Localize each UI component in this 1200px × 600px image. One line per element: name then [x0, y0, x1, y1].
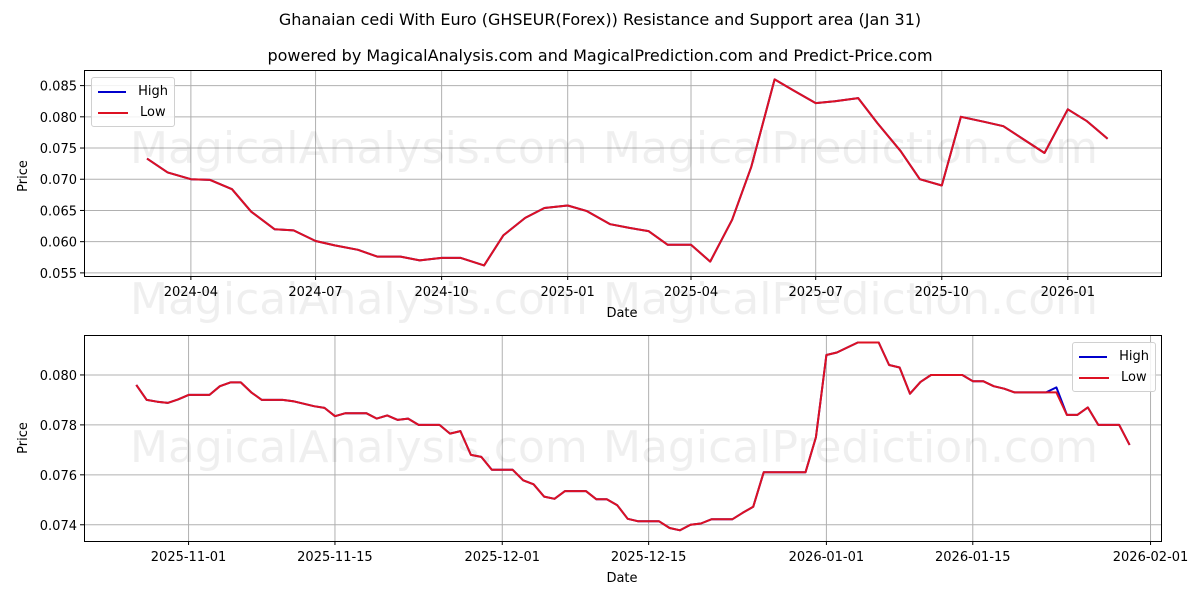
legend-swatch-low — [1079, 376, 1109, 379]
y-tick-label: 0.060 — [40, 236, 77, 251]
watermark-analysis: MagicalAnalysis.com — [130, 123, 588, 174]
legend-swatch-high — [1079, 355, 1108, 358]
watermark-analysis-2: MagicalAnalysis.com — [130, 274, 588, 325]
bottom-xlabel: Date — [606, 571, 637, 586]
chart-subtitle: powered by MagicalAnalysis.com and Magic… — [267, 46, 933, 65]
watermark-prediction: MagicalPrediction.com — [603, 123, 1098, 174]
watermark-prediction-3: MagicalPrediction.com — [603, 422, 1098, 473]
x-tick-label: 2025-07 — [789, 285, 843, 300]
legend-label-low: Low — [140, 105, 166, 120]
x-tick-label: 2025-11-15 — [297, 550, 373, 565]
legend-swatch-low — [98, 111, 128, 114]
legend-item-high: High — [98, 81, 168, 102]
y-tick-label: 0.070 — [40, 173, 77, 188]
y-tick-label: 0.055 — [40, 267, 77, 282]
top-axes-frame — [84, 70, 1162, 277]
y-tick-label: 0.074 — [40, 519, 77, 534]
bottom-legend: High Low — [1072, 342, 1156, 392]
top-ticks: 0.055 0.060 0.065 0.070 0.075 0.080 0.085 2024-… — [40, 80, 1095, 300]
x-tick-label: 2024-10 — [414, 285, 468, 300]
legend-label-high: High — [138, 84, 168, 99]
y-tick-label: 0.076 — [40, 469, 77, 484]
bottom-ticks: 0.074 0.076 0.078 0.080 2025-11-01 2025-11-15… — [40, 369, 1189, 565]
top-series — [146, 78, 1109, 267]
bottom-axes-frame — [84, 335, 1162, 542]
y-tick-label: 0.080 — [40, 111, 77, 126]
x-tick-label: 2025-11-01 — [151, 550, 227, 565]
x-tick-label: 2025-01 — [541, 285, 595, 300]
x-tick-label: 2026-01 — [1041, 285, 1095, 300]
y-tick-label: 0.075 — [40, 142, 77, 157]
watermark-analysis-3: MagicalAnalysis.com — [130, 422, 588, 473]
y-tick-label: 0.065 — [40, 204, 77, 219]
x-tick-label: 2024-07 — [288, 285, 342, 300]
legend-label-high: High — [1119, 349, 1149, 364]
chart-title: Ghanaian cedi With Euro (GHSEUR(Forex)) … — [278, 10, 922, 29]
x-tick-label: 2025-10 — [915, 285, 969, 300]
x-tick-label: 2026-01-01 — [789, 550, 865, 565]
x-tick-label: 2026-01-15 — [935, 550, 1011, 565]
bottom-panel: MagicalAnalysis.com MagicalPrediction.co… — [16, 335, 1188, 586]
legend-swatch-high — [98, 90, 127, 93]
bottom-ylabel: Price — [16, 422, 31, 454]
bottom-series — [135, 341, 1131, 532]
legend-item-low: Low — [1079, 367, 1149, 388]
y-tick-label: 0.080 — [40, 369, 77, 384]
top-xlabel: Date — [606, 306, 637, 321]
legend-item-high: High — [1079, 346, 1149, 367]
top-grid — [84, 70, 1161, 276]
x-tick-label: 2026-02-01 — [1113, 550, 1189, 565]
bottom-grid — [84, 335, 1161, 541]
y-tick-label: 0.078 — [40, 419, 77, 434]
top-panel: MagicalAnalysis.com MagicalPrediction.co… — [16, 70, 1162, 325]
legend-label-low: Low — [1121, 370, 1147, 385]
top-ylabel: Price — [16, 160, 31, 192]
series-low-line — [135, 341, 1131, 532]
y-tick-label: 0.085 — [40, 80, 77, 95]
legend-item-low: Low — [98, 102, 168, 123]
series-low-line — [146, 78, 1109, 267]
x-tick-label: 2024-04 — [164, 285, 218, 300]
watermark-prediction-2: MagicalPrediction.com — [603, 274, 1098, 325]
x-tick-label: 2025-12-01 — [464, 550, 540, 565]
x-tick-label: 2025-12-15 — [611, 550, 687, 565]
top-legend: High Low — [91, 77, 175, 127]
x-tick-label: 2025-04 — [664, 285, 718, 300]
